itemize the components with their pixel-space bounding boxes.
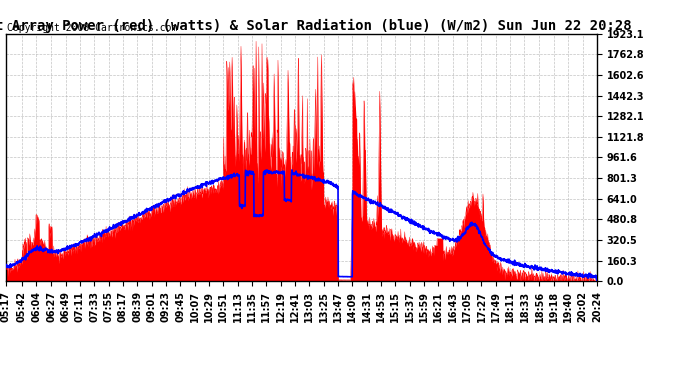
Title: East Array Power (red) (watts) & Solar Radiation (blue) (W/m2) Sun Jun 22 20:28: East Array Power (red) (watts) & Solar R…: [0, 18, 632, 33]
Text: Copyright 2008 Cartronics.com: Copyright 2008 Cartronics.com: [7, 23, 177, 33]
